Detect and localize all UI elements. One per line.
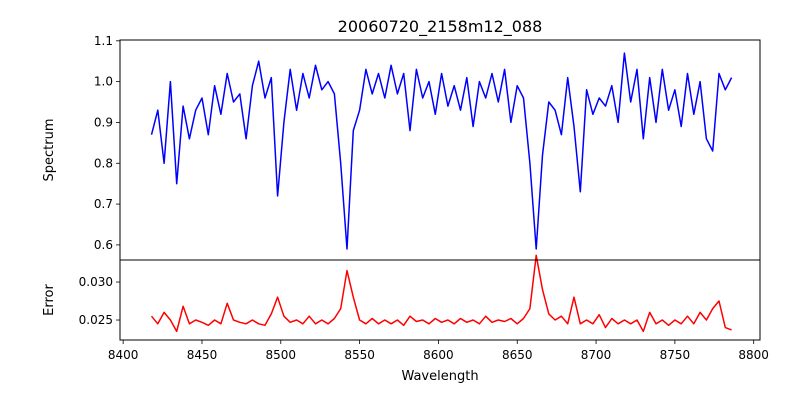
xtick-label: 8750 xyxy=(660,348,691,362)
spectrum-ylabel: Spectrum xyxy=(42,119,57,182)
spectrum-series-line xyxy=(150,52,733,250)
x-axis-label: Wavelength xyxy=(401,369,478,384)
error-ylabel: Error xyxy=(42,284,57,316)
spectrum-ytick-label: 0.6 xyxy=(94,238,113,252)
error-ytick-label: 0.030 xyxy=(79,275,113,289)
spectrum-ytick-label: 0.7 xyxy=(94,197,113,211)
xtick-label: 8550 xyxy=(344,348,375,362)
spectrum-axes-frame xyxy=(119,39,761,261)
spectrum-ytick-label: 1.0 xyxy=(94,75,113,89)
error-ytick-label: 0.025 xyxy=(79,313,113,327)
xtick-label: 8600 xyxy=(423,348,454,362)
spectrum-ytick-label: 0.8 xyxy=(94,156,113,170)
xtick-label: 8500 xyxy=(266,348,297,362)
spectrum-ytick-label: 0.9 xyxy=(94,115,113,129)
error-series-line xyxy=(150,254,732,333)
error-axes-frame xyxy=(119,259,761,341)
xtick-label: 8700 xyxy=(581,348,612,362)
xtick-label: 8800 xyxy=(738,348,769,362)
xtick-label: 8650 xyxy=(502,348,533,362)
spectrum-ytick-label: 1.1 xyxy=(94,34,113,48)
chart-title: 20060720_2158m12_088 xyxy=(338,17,543,37)
xtick-label: 8400 xyxy=(108,348,139,362)
xtick-label: 8450 xyxy=(187,348,218,362)
